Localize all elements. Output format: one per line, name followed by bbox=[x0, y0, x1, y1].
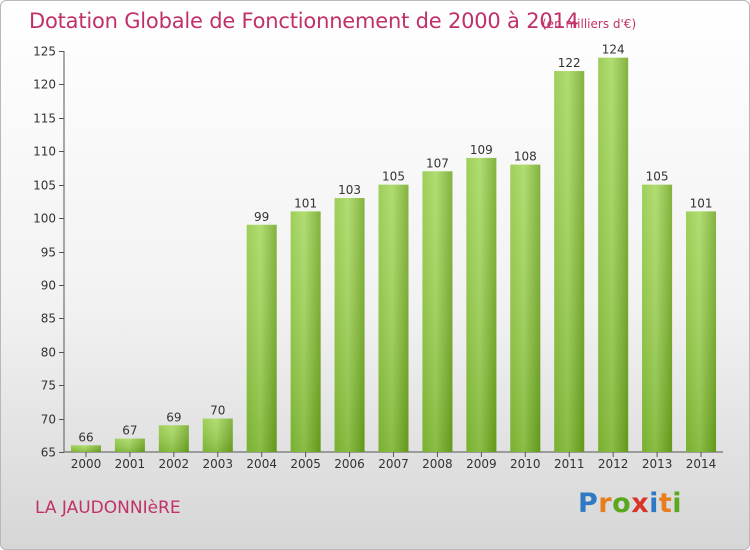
logo-letter: P bbox=[578, 488, 599, 519]
x-tick-label: 2006 bbox=[334, 457, 365, 471]
y-tick-label: 75 bbox=[41, 379, 56, 393]
data-label: 122 bbox=[558, 56, 581, 70]
x-tick-label: 2001 bbox=[115, 457, 146, 471]
bar-shade bbox=[334, 198, 365, 452]
y-tick-label: 125 bbox=[33, 45, 56, 59]
data-label: 101 bbox=[690, 196, 713, 210]
bar-shade bbox=[202, 418, 233, 452]
bar-shade bbox=[510, 164, 541, 452]
bar-shade bbox=[158, 425, 189, 452]
x-tick-label: 2008 bbox=[422, 457, 453, 471]
chart-title: Dotation Globale de Fonctionnement de 20… bbox=[29, 9, 579, 33]
x-tick-label: 2012 bbox=[598, 457, 629, 471]
x-tick-label: 2004 bbox=[246, 457, 277, 471]
x-tick-label: 2007 bbox=[378, 457, 409, 471]
data-label: 69 bbox=[166, 410, 181, 424]
bar-shade bbox=[290, 211, 321, 452]
y-tick-label: 65 bbox=[41, 446, 56, 460]
axes: 65 70 75 80 85 90 95 100 105 110 115 120 125 bbox=[33, 45, 723, 460]
data-label: 108 bbox=[514, 150, 537, 164]
logo-letter: r bbox=[598, 488, 613, 519]
bar-shade bbox=[114, 438, 145, 452]
commune-name: LA JAUDONNIèRE bbox=[35, 498, 181, 518]
y-tick-label: 95 bbox=[41, 246, 56, 260]
data-label: 70 bbox=[210, 404, 225, 418]
bar-shade bbox=[422, 171, 453, 453]
data-label: 107 bbox=[426, 156, 449, 170]
y-tick-label: 90 bbox=[41, 279, 56, 293]
logo-letter: i bbox=[649, 488, 659, 519]
bar-shade bbox=[598, 57, 629, 452]
y-tick-label: 110 bbox=[33, 145, 56, 159]
data-label: 105 bbox=[382, 170, 405, 184]
bar-shade bbox=[686, 211, 717, 452]
logo-letter: i bbox=[672, 488, 683, 519]
y-tick-label: 100 bbox=[33, 212, 56, 226]
bar-shade bbox=[378, 184, 409, 452]
bar-shade bbox=[554, 71, 585, 453]
chart-unit: (en milliers d'€) bbox=[542, 17, 637, 31]
data-label: 66 bbox=[78, 430, 93, 444]
data-label: 124 bbox=[602, 43, 625, 57]
x-tick-label: 2010 bbox=[510, 457, 541, 471]
x-tick-label: 2014 bbox=[686, 457, 717, 471]
data-label: 99 bbox=[254, 210, 269, 224]
data-label: 101 bbox=[294, 196, 317, 210]
x-tick-label: 2005 bbox=[290, 457, 321, 471]
bar-shade bbox=[70, 445, 101, 452]
logo-letter: t bbox=[658, 488, 673, 519]
y-tick-label: 85 bbox=[41, 312, 56, 326]
x-tick-label: 2009 bbox=[466, 457, 497, 471]
y-tick-label: 105 bbox=[33, 179, 56, 193]
logo-letter: x bbox=[631, 488, 650, 519]
data-label: 67 bbox=[122, 424, 137, 438]
data-label: 105 bbox=[646, 170, 669, 184]
y-tick-label: 120 bbox=[33, 78, 56, 92]
y-tick-label: 115 bbox=[33, 112, 56, 126]
bar-shade bbox=[466, 157, 497, 452]
data-label: 109 bbox=[470, 143, 493, 157]
logo-letter: o bbox=[612, 488, 632, 519]
x-tick-label: 2013 bbox=[642, 457, 673, 471]
y-tick-label: 70 bbox=[41, 413, 56, 427]
x-tick-label: 2002 bbox=[159, 457, 190, 471]
proxiti-logo: Proxiti bbox=[578, 488, 682, 519]
labels: 2000 66 2001 67 2002 69 2003 70 2004 99 2005 101 200… bbox=[71, 43, 717, 471]
x-tick-label: 2011 bbox=[554, 457, 585, 471]
data-label: 103 bbox=[338, 183, 361, 197]
bar-shade bbox=[642, 184, 673, 452]
bar-shade bbox=[246, 224, 277, 452]
x-tick-label: 2000 bbox=[71, 457, 102, 471]
y-tick-label: 80 bbox=[41, 346, 56, 360]
x-tick-label: 2003 bbox=[202, 457, 233, 471]
bars bbox=[70, 57, 717, 453]
